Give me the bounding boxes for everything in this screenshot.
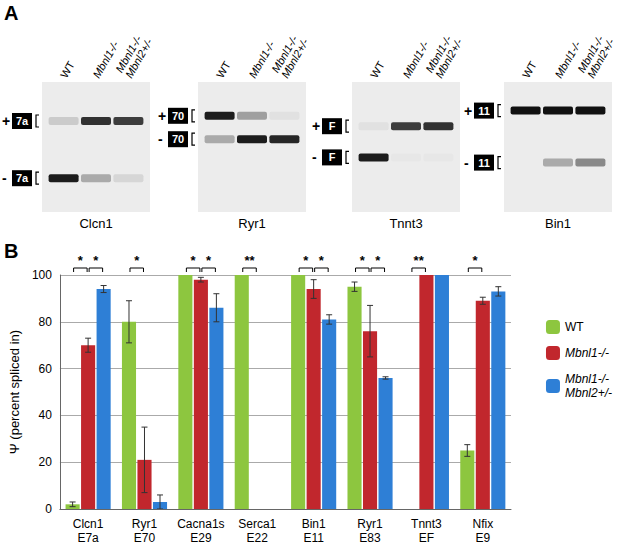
svg-text:20: 20 bbox=[39, 455, 53, 469]
html-text:B: B bbox=[4, 240, 19, 262]
svg-text:*: * bbox=[134, 253, 140, 268]
svg-text:40: 40 bbox=[39, 408, 53, 422]
svg-text:Mbnl1-/-: Mbnl1-/- bbox=[552, 39, 583, 80]
svg-text:WT: WT bbox=[520, 59, 539, 80]
svg-text:Clcn1: Clcn1 bbox=[73, 517, 104, 531]
svg-text:WT: WT bbox=[58, 59, 77, 80]
svg-text:Mbnl1-/-Mbnl2+/-: Mbnl1-/-Mbnl2+/- bbox=[575, 31, 617, 80]
svg-text:100: 100 bbox=[32, 268, 52, 282]
svg-text:Mbnl1-/-: Mbnl1-/- bbox=[246, 39, 277, 80]
svg-text:*: * bbox=[375, 253, 381, 268]
svg-text:70: 70 bbox=[172, 133, 184, 145]
svg-text:Ryr1: Ryr1 bbox=[132, 517, 158, 531]
svg-text:F: F bbox=[329, 151, 336, 163]
svg-text:-: - bbox=[2, 170, 7, 186]
svg-text:11: 11 bbox=[478, 105, 490, 117]
svg-text:Mbnl1-/-Mbnl2+/-: Mbnl1-/-Mbnl2+/- bbox=[269, 31, 311, 80]
svg-text:*: * bbox=[360, 253, 366, 268]
svg-text:*: * bbox=[93, 253, 99, 268]
svg-text:*: * bbox=[206, 253, 212, 268]
svg-text:Mbnl2+/-: Mbnl2+/- bbox=[565, 386, 612, 400]
svg-text:Ryr1: Ryr1 bbox=[238, 216, 265, 231]
html-text:A: A bbox=[4, 2, 19, 24]
svg-text:7a: 7a bbox=[16, 172, 29, 184]
svg-text:**: ** bbox=[414, 253, 425, 268]
svg-text:*: * bbox=[191, 253, 197, 268]
svg-text:Mbnl1-/-: Mbnl1-/- bbox=[565, 372, 609, 386]
svg-text:Tnnt3: Tnnt3 bbox=[411, 517, 442, 531]
svg-text:-: - bbox=[464, 155, 469, 171]
svg-text:WT: WT bbox=[565, 320, 584, 334]
svg-text:Ryr1: Ryr1 bbox=[357, 517, 383, 531]
svg-text:Tnnt3: Tnnt3 bbox=[389, 216, 422, 231]
svg-text:70: 70 bbox=[172, 110, 184, 122]
svg-text:E9: E9 bbox=[475, 531, 490, 545]
svg-text:-: - bbox=[312, 149, 317, 165]
svg-text:WT: WT bbox=[368, 59, 387, 80]
svg-text:+: + bbox=[312, 118, 320, 134]
svg-text:E29: E29 bbox=[190, 531, 212, 545]
svg-text:Mbnl1-/-: Mbnl1-/- bbox=[90, 39, 121, 80]
svg-text:Clcn1: Clcn1 bbox=[79, 216, 112, 231]
svg-text:E11: E11 bbox=[303, 531, 324, 545]
svg-text:Nfix: Nfix bbox=[472, 517, 493, 531]
svg-text:Mbnl1-/-: Mbnl1-/- bbox=[400, 39, 431, 80]
svg-text:60: 60 bbox=[39, 362, 53, 376]
svg-text:Cacna1s: Cacna1s bbox=[177, 517, 224, 531]
svg-text:**: ** bbox=[244, 253, 255, 268]
svg-text:EF: EF bbox=[419, 531, 434, 545]
svg-text:Serca1: Serca1 bbox=[238, 517, 276, 531]
svg-text:E83: E83 bbox=[359, 531, 381, 545]
svg-text:Mbnl1-/-Mbnl2+/-: Mbnl1-/-Mbnl2+/- bbox=[113, 31, 155, 80]
svg-text:+: + bbox=[2, 113, 10, 129]
svg-text:*: * bbox=[78, 253, 84, 268]
svg-text:E70: E70 bbox=[134, 531, 156, 545]
svg-text:0: 0 bbox=[45, 502, 52, 516]
svg-text:WT: WT bbox=[214, 59, 233, 80]
svg-text:11: 11 bbox=[478, 157, 490, 169]
svg-text:80: 80 bbox=[39, 315, 53, 329]
svg-text:Bin1: Bin1 bbox=[545, 216, 571, 231]
svg-text:+: + bbox=[158, 108, 166, 124]
svg-text:Mbnl1-/-: Mbnl1-/- bbox=[565, 346, 609, 360]
svg-text:E22: E22 bbox=[247, 531, 269, 545]
svg-text:*: * bbox=[319, 253, 325, 268]
svg-text:7a: 7a bbox=[16, 115, 29, 127]
svg-text:Bin1: Bin1 bbox=[302, 517, 326, 531]
svg-text:+: + bbox=[464, 103, 472, 119]
svg-text:*: * bbox=[473, 253, 479, 268]
svg-text:Mbnl1-/-Mbnl2+/-: Mbnl1-/-Mbnl2+/- bbox=[423, 31, 465, 80]
svg-text:-: - bbox=[158, 131, 163, 147]
svg-text:F: F bbox=[329, 120, 336, 132]
svg-text:Ψ (percent spliced in): Ψ (percent spliced in) bbox=[7, 330, 22, 454]
svg-text:E7a: E7a bbox=[77, 531, 99, 545]
svg-text:*: * bbox=[303, 253, 309, 268]
